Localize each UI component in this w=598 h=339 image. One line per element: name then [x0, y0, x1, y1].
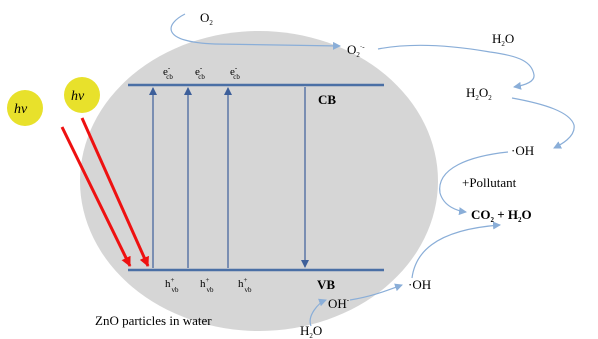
- o2-label: O2: [200, 10, 213, 27]
- flow-arrow-h2o2-to-oh: [511, 97, 575, 149]
- cb-label: CB: [318, 92, 336, 107]
- photon-arrow: [80, 117, 150, 267]
- zno-particle: [80, 31, 438, 331]
- water-label-top: H2O: [492, 31, 514, 48]
- photon-arrow: [60, 126, 132, 267]
- hole-label: h+ vb: [238, 276, 252, 294]
- photon-ball: [64, 77, 100, 113]
- superoxide-radical-label: O2·-: [347, 42, 365, 59]
- electron-label: e-cb: [230, 64, 240, 81]
- photon-ball: [7, 90, 43, 126]
- hole-label: h+ vb: [165, 276, 179, 294]
- flow-arrow-oh-bottom-to-products: [411, 221, 501, 279]
- hydroxyl-radical-label-bottom: ·OH: [408, 277, 431, 292]
- hydroxide-label: OH-: [328, 296, 350, 311]
- photon-label: hν: [71, 89, 85, 104]
- pollutant-label: +Pollutant: [462, 175, 517, 190]
- photon-label: hν: [14, 102, 28, 117]
- flow-arrow-o2-to-radical: [170, 13, 341, 50]
- hole-label: h+ vb: [200, 276, 214, 294]
- electron-label: e-cb: [163, 64, 173, 81]
- flow-arrow-water-to-hydroxide: [309, 298, 327, 327]
- water-label-bottom: H2O: [300, 323, 322, 339]
- flow-arrow-radical-to-h2o2: [377, 44, 535, 90]
- electron-label: e-cb: [195, 64, 205, 81]
- vb-label: VB: [317, 277, 335, 292]
- hydrogen-peroxide-label: H2O2: [466, 85, 492, 102]
- flow-arrow-oh-to-products: [439, 151, 509, 216]
- flow-arrow-hydroxide-to-oh: [349, 283, 403, 301]
- products-label: CO2 + H2O: [471, 207, 532, 224]
- particle-caption: ZnO particles in water: [95, 313, 212, 328]
- hydroxyl-radical-label-right: ·OH: [511, 143, 534, 158]
